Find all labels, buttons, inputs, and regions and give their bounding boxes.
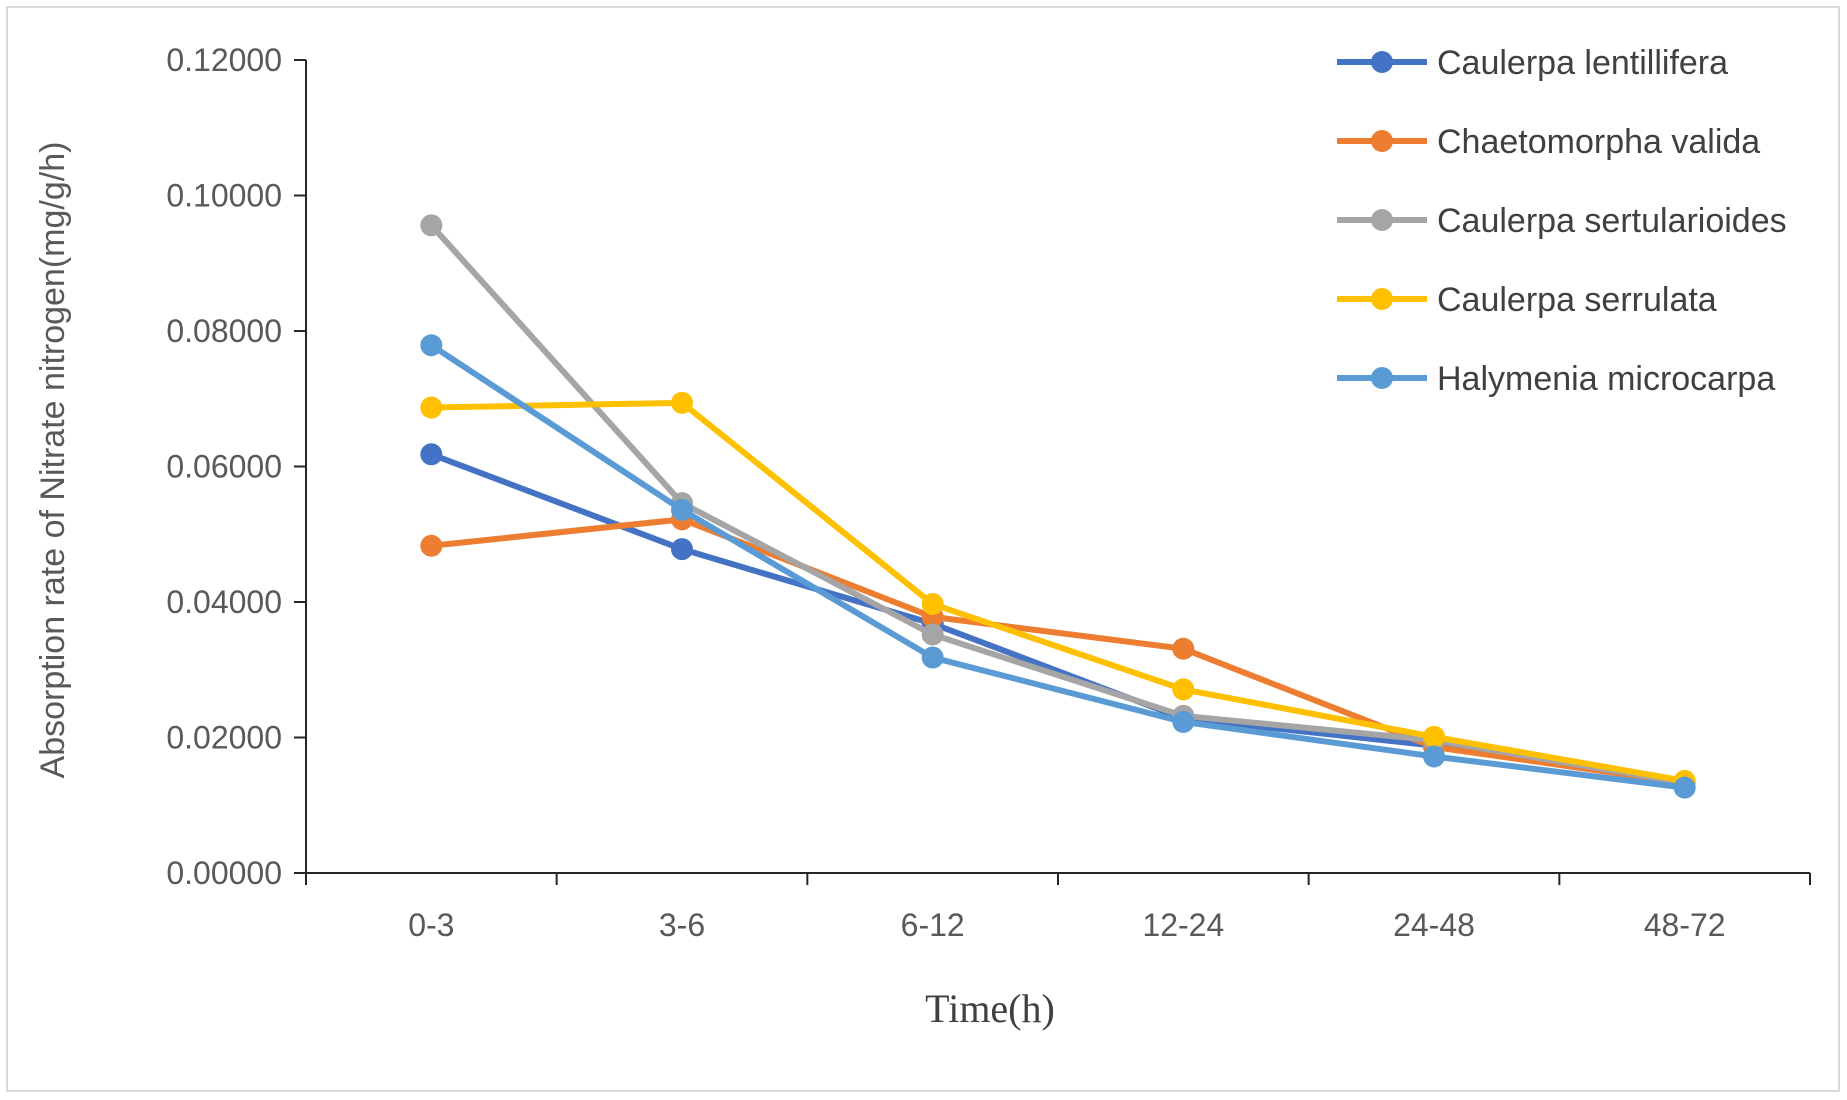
data-point xyxy=(671,391,693,414)
series-line xyxy=(428,222,1688,786)
legend-label: Caulerpa lentillifera xyxy=(1437,44,1728,82)
legend-label: Halymenia microcarpa xyxy=(1437,360,1775,398)
data-point xyxy=(420,534,443,557)
data-point xyxy=(1423,745,1445,768)
data-point xyxy=(921,593,944,616)
legend: Caulerpa lentillifera Chaetomorpha valida… xyxy=(1337,44,1787,398)
data-point xyxy=(921,623,944,646)
legend-item: Halymenia microcarpa xyxy=(1337,360,1775,398)
data-point xyxy=(671,498,693,521)
series-line xyxy=(428,342,1688,791)
data-point xyxy=(921,646,944,669)
legend-swatch-marker xyxy=(1371,288,1393,310)
chart-frame xyxy=(6,6,1840,1092)
y-tick-label: 0.06000 xyxy=(166,449,282,485)
legend-label: Chaetomorpha valida xyxy=(1437,123,1760,161)
data-point xyxy=(420,396,443,419)
series-line xyxy=(428,451,1688,785)
y-tick-label: 0.10000 xyxy=(166,178,282,214)
axes: 0.00000 0.02000 0.04000 0.06000 0.08000 0.100… xyxy=(166,42,1811,943)
data-point xyxy=(1172,637,1195,660)
y-tick-label: 0.00000 xyxy=(166,855,282,891)
data-point xyxy=(420,334,443,357)
legend-item: Caulerpa serrulata xyxy=(1337,281,1717,319)
data-point xyxy=(1423,725,1445,748)
legend-item: Caulerpa sertularioides xyxy=(1337,202,1787,240)
data-point xyxy=(1172,710,1195,733)
legend-swatch-marker xyxy=(1371,209,1393,231)
series-layer xyxy=(420,214,1696,799)
data-point xyxy=(1673,776,1696,799)
x-tick-label: 24-48 xyxy=(1393,907,1475,943)
series-line xyxy=(428,399,1688,784)
legend-swatch-marker xyxy=(1371,51,1393,73)
legend-swatch-marker xyxy=(1371,130,1393,152)
legend-label: Caulerpa serrulata xyxy=(1437,281,1717,319)
series-caulerpa-lentillifera xyxy=(420,443,1696,793)
series-caulerpa-serrulata xyxy=(420,391,1696,792)
y-tick-label: 0.08000 xyxy=(166,313,282,349)
data-point xyxy=(671,538,693,561)
legend-swatch-marker xyxy=(1371,367,1393,389)
y-axis-title: Absorption rate of Nitrate nitrogen(mg/g… xyxy=(34,142,72,779)
data-point xyxy=(420,214,443,237)
x-tick-label: 3-6 xyxy=(659,907,705,943)
x-tick-label: 12-24 xyxy=(1142,907,1224,943)
y-tick-label: 0.02000 xyxy=(166,720,282,756)
legend-label: Caulerpa sertularioides xyxy=(1437,202,1787,240)
data-point xyxy=(1172,678,1195,701)
legend-item: Chaetomorpha valida xyxy=(1337,123,1760,161)
series-halymenia-microcarpa xyxy=(420,334,1696,799)
series-line xyxy=(428,516,1688,786)
y-tick-label: 0.12000 xyxy=(166,42,282,78)
x-tick-label: 6-12 xyxy=(901,907,965,943)
x-tick-label: 48-72 xyxy=(1644,907,1726,943)
x-tick-label: 0-3 xyxy=(408,907,454,943)
data-point xyxy=(420,443,443,466)
legend-item: Caulerpa lentillifera xyxy=(1337,44,1728,82)
y-tick-label: 0.04000 xyxy=(166,584,282,620)
x-axis-title: Time(h) xyxy=(925,986,1055,1031)
